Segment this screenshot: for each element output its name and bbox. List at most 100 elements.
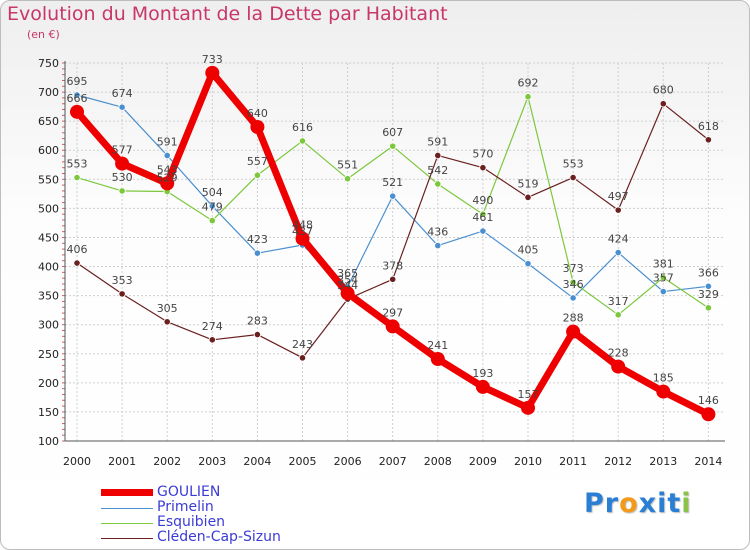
data-point-goulien (521, 400, 535, 415)
y-tick-label: 700 (38, 86, 59, 99)
data-label-esquibien: 329 (698, 288, 719, 301)
data-label-cleden-cap-sizun: 553 (563, 158, 584, 171)
data-label-goulien: 241 (427, 339, 448, 352)
chart-unit-label: (en €) (27, 28, 60, 41)
data-point-cleden-cap-sizun (659, 100, 667, 108)
data-point-primelin (389, 192, 397, 200)
legend-label-goulien: GOULIEN (157, 484, 221, 500)
legend-label-primelin: Primelin (157, 499, 214, 515)
data-label-cleden-cap-sizun: 283 (247, 315, 268, 328)
data-label-primelin: 436 (427, 226, 448, 239)
x-tick-label: 2014 (694, 455, 722, 468)
data-label-cleden-cap-sizun: 344 (337, 279, 358, 292)
logo-letter: P (584, 488, 605, 519)
grid-layer (65, 62, 725, 442)
x-tick-label: 2011 (559, 455, 587, 468)
legend-swatch-primelin (101, 507, 153, 509)
legend-swatch-esquibien (101, 522, 153, 524)
data-label-primelin: 504 (202, 186, 223, 199)
data-point-cleden-cap-sizun (163, 318, 171, 326)
data-point-esquibien (253, 171, 261, 179)
logo-letter: i (681, 488, 692, 519)
data-label-primelin: 346 (563, 278, 584, 291)
data-label-esquibien: 317 (608, 295, 629, 308)
data-point-cleden-cap-sizun (253, 330, 261, 339)
data-label-cleden-cap-sizun: 591 (427, 135, 448, 148)
data-label-goulien: 297 (382, 306, 403, 319)
legend-item-primelin: Primelin (101, 499, 361, 515)
data-label-cleden-cap-sizun: 274 (202, 320, 223, 333)
data-point-esquibien (389, 142, 397, 150)
y-tick-label: 550 (38, 173, 59, 186)
data-point-goulien (385, 319, 400, 334)
data-label-esquibien: 692 (518, 77, 539, 90)
data-label-cleden-cap-sizun: 497 (608, 190, 629, 203)
data-point-esquibien (298, 137, 307, 145)
data-point-goulien (340, 286, 355, 301)
legend-swatch-goulien (101, 489, 153, 496)
data-point-goulien (566, 324, 581, 339)
legend: GOULIEN Primelin Esquibien Cléden-Cap-Si… (101, 484, 361, 545)
data-point-cleden-cap-sizun (479, 164, 487, 172)
data-label-cleden-cap-sizun: 406 (67, 243, 88, 256)
data-label-goulien: 448 (292, 219, 313, 232)
data-label-esquibien: 381 (653, 258, 674, 271)
x-tick-label: 2000 (63, 455, 91, 468)
x-tick-label: 2004 (243, 455, 271, 468)
data-point-esquibien (569, 278, 577, 286)
y-tick-label: 650 (38, 115, 59, 128)
x-tick-label: 2009 (469, 455, 497, 468)
data-point-goulien (475, 379, 490, 394)
x-tick-label: 2001 (108, 455, 136, 468)
x-tick-label: 2007 (379, 455, 407, 468)
data-point-primelin (524, 260, 532, 268)
data-point-goulien (430, 352, 445, 367)
proxiti-logo: Proxiti (584, 488, 692, 519)
data-point-goulien (295, 231, 310, 246)
chart-title: Evolution du Montant de la Dette par Hab… (7, 3, 448, 25)
data-label-esquibien: 530 (112, 171, 133, 184)
data-label-cleden-cap-sizun: 570 (472, 148, 493, 161)
data-label-primelin: 591 (157, 135, 178, 148)
data-point-esquibien (73, 173, 81, 182)
x-tick-label: 2008 (424, 455, 452, 468)
legend-swatch-cleden-cap-sizun (101, 537, 153, 539)
data-point-cleden-cap-sizun (434, 151, 442, 160)
data-point-goulien (250, 119, 265, 134)
logo-letter: x (638, 488, 658, 519)
data-label-primelin: 366 (698, 266, 719, 279)
data-label-esquibien: 490 (472, 194, 493, 207)
y-tick-label: 150 (38, 406, 59, 419)
logo-letter: t (667, 488, 682, 519)
data-point-primelin (569, 294, 577, 302)
x-tick-label: 2003 (198, 455, 226, 468)
data-label-primelin: 437 (292, 225, 313, 238)
y-tick-label: 100 (38, 435, 59, 448)
x-tick-label: 2012 (604, 455, 632, 468)
legend-item-goulien: GOULIEN (101, 484, 361, 500)
data-point-esquibien (118, 187, 126, 195)
x-tick-label: 2013 (649, 455, 677, 468)
data-label-goulien: 577 (112, 144, 133, 157)
series-layer (70, 65, 716, 422)
data-label-goulien: 640 (247, 107, 268, 120)
data-label-goulien: 146 (698, 394, 719, 407)
data-label-esquibien: 557 (247, 155, 268, 168)
data-label-primelin: 521 (382, 176, 403, 189)
data-point-goulien (701, 407, 716, 422)
data-point-primelin (163, 151, 171, 160)
logo-letter: i (657, 488, 668, 519)
data-label-goulien: 185 (653, 372, 674, 385)
y-tick-label: 350 (38, 290, 59, 303)
y-tick-label: 600 (38, 144, 59, 157)
y-tick-label: 750 (38, 57, 59, 70)
data-label-goulien: 157 (518, 388, 539, 401)
y-tick-label: 200 (38, 377, 59, 390)
data-label-primelin: 461 (472, 211, 493, 224)
data-point-esquibien (434, 180, 442, 188)
data-label-esquibien: 479 (202, 201, 223, 214)
data-label-esquibien: 373 (563, 262, 584, 275)
data-point-goulien (70, 104, 84, 119)
data-point-cleden-cap-sizun (208, 336, 216, 344)
